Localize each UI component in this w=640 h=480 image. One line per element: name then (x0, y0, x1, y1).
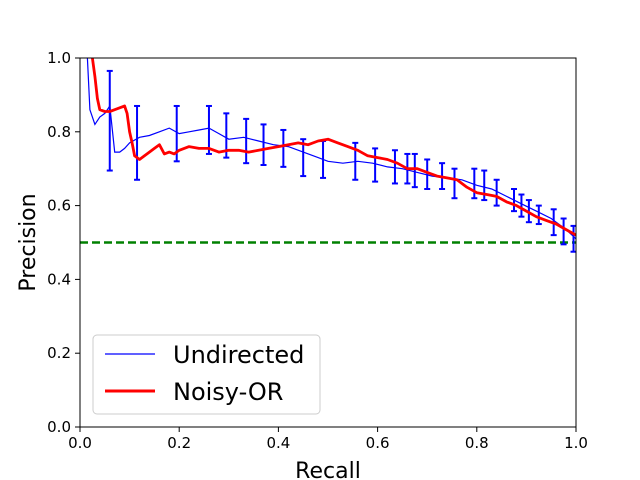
x-tick-label: 0.0 (68, 434, 92, 452)
undirected-errorbar (300, 138, 307, 178)
x-tick-label: 1.0 (564, 434, 588, 452)
undirected-errorbar (260, 123, 267, 167)
undirected-errorbar (372, 147, 379, 183)
undirected-errorbar (205, 104, 212, 155)
y-tick-label: 0.0 (47, 418, 71, 436)
undirected-errorbar (391, 149, 398, 185)
x-tick-label: 0.4 (266, 434, 290, 452)
legend-label-undirected: Undirected (173, 341, 304, 369)
y-axis: 0.0 0.2 0.4 0.6 0.8 1.0 (47, 49, 80, 436)
undirected-errorbar (320, 140, 327, 179)
x-tick-label: 0.8 (465, 434, 489, 452)
y-tick-label: 0.8 (47, 123, 71, 141)
noisy-or-line (91, 58, 576, 237)
undirected-errorbar (560, 217, 567, 246)
undirected-errorbar (106, 69, 113, 172)
undirected-errorbar (243, 117, 250, 165)
undirected-errorbar (451, 167, 458, 200)
undirected-errorbar (518, 193, 525, 218)
undirected-errorbar (535, 204, 542, 226)
series-layer (86, 58, 576, 253)
undirected-errorbar (424, 158, 431, 190)
undirected-errorbar (134, 104, 141, 181)
legend: Undirected Noisy-OR (92, 334, 321, 415)
undirected-errorbar (280, 128, 287, 168)
x-tick-label: 0.6 (366, 434, 390, 452)
y-tick-label: 1.0 (47, 49, 71, 67)
plot-frame (79, 57, 577, 428)
legend-label-noisy-or: Noisy-OR (173, 378, 283, 406)
x-axis: 0.0 0.2 0.4 0.6 0.8 1.0 (68, 427, 588, 452)
undirected-errorbar (493, 178, 500, 207)
y-tick-label: 0.6 (47, 197, 71, 215)
undirected-errorbar (411, 152, 418, 189)
y-axis-label: Precision (16, 193, 41, 291)
undirected-errorbar (511, 187, 517, 213)
x-tick-label: 0.2 (167, 434, 191, 452)
legend-box (92, 334, 321, 415)
undirected-errorbar (471, 167, 478, 200)
y-tick-label: 0.2 (47, 344, 71, 362)
x-axis-label: Recall (295, 459, 361, 480)
y-tick-label: 0.4 (47, 270, 71, 288)
